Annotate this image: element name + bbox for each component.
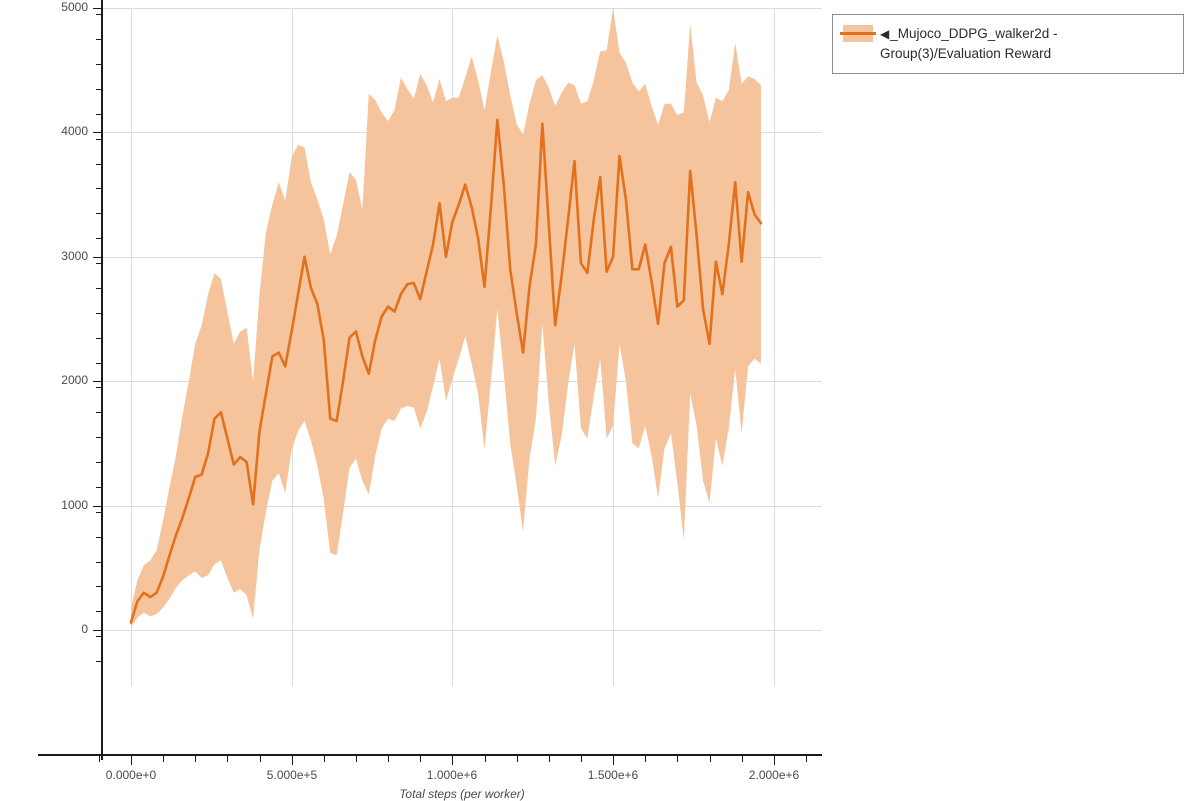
y-tick-minor (96, 387, 102, 388)
legend-color-swatch (840, 25, 876, 42)
x-tick-minor (260, 756, 261, 762)
x-axis-title: Total steps (per worker) (399, 787, 525, 801)
uncertainty-band (130, 8, 761, 628)
y-tick-minor (96, 363, 102, 364)
gridline-y-5000 (102, 8, 822, 9)
x-tick-minor (195, 756, 196, 762)
y-tick-minor (96, 313, 102, 314)
gridline-y-2000 (102, 381, 822, 382)
y-tick-minor (96, 238, 102, 239)
x-tick-minor (806, 756, 807, 762)
x-tick-label: 1.000e+6 (426, 768, 478, 782)
x-tick-minor (645, 756, 646, 762)
y-tick-major-0 (93, 630, 102, 631)
series-plot (129, 8, 763, 628)
x-tick-major-1500000 (613, 756, 614, 765)
y-tick-minor (96, 39, 102, 40)
x-tick-minor (581, 756, 582, 762)
x-tick-major-0 (131, 756, 132, 765)
gridline-x-2000000 (774, 8, 775, 686)
x-tick-minor (549, 756, 550, 762)
x-tick-minor (420, 756, 421, 762)
chart-legend[interactable]: ◀_Mujoco_DDPG_walker2d - Group(3)/Evalua… (832, 14, 1184, 74)
x-tick-minor (677, 756, 678, 762)
gridline-x-0 (131, 8, 132, 686)
mean-line-group (129, 118, 763, 624)
x-tick-minor (388, 756, 389, 762)
y-tick-minor (96, 462, 102, 463)
y-tick-minor (96, 512, 102, 513)
x-tick-minor (742, 756, 743, 762)
x-tick-major-1000000 (452, 756, 453, 765)
y-tick-minor (96, 114, 102, 115)
y-tick-minor (96, 164, 102, 165)
y-tick-label: 2000 (61, 373, 88, 387)
y-tick-minor (96, 338, 102, 339)
y-tick-minor (96, 412, 102, 413)
uncertainty-band-group (130, 8, 761, 628)
y-axis-line (101, 0, 103, 760)
x-tick-label: 1.500e+6 (587, 768, 639, 782)
y-tick-major-5000 (93, 8, 102, 9)
legend-series-name: _Mujoco_DDPG_walker2d - Group(3)/Evaluat… (880, 26, 1058, 61)
y-tick-label: 4000 (61, 124, 88, 138)
legend-line-swatch (840, 32, 876, 35)
left-triangle-icon: ◀ (880, 27, 890, 41)
y-tick-minor (96, 487, 102, 488)
y-tick-minor (96, 586, 102, 587)
y-tick-label: 0 (81, 622, 88, 636)
x-tick-label: 0.000e+0 (105, 768, 157, 782)
y-tick-minor (96, 213, 102, 214)
legend-entry-label: ◀_Mujoco_DDPG_walker2d - Group(3)/Evalua… (880, 24, 1173, 63)
plot-area (102, 8, 822, 686)
y-tick-minor (96, 661, 102, 662)
y-tick-minor (96, 188, 102, 189)
gridline-y-1000 (102, 506, 822, 507)
y-tick-minor (96, 89, 102, 90)
x-tick-minor (485, 756, 486, 762)
x-tick-major-2000000 (774, 756, 775, 765)
y-tick-minor (96, 14, 102, 15)
y-tick-major-3000 (93, 257, 102, 258)
x-tick-minor (710, 756, 711, 762)
x-axis-line (38, 754, 822, 756)
x-tick-label: 5.000e+5 (266, 768, 318, 782)
x-tick-minor (227, 756, 228, 762)
y-tick-major-4000 (93, 132, 102, 133)
x-tick-minor (163, 756, 164, 762)
y-tick-minor (96, 139, 102, 140)
gridline-y-0 (102, 630, 822, 631)
mean-line (129, 118, 763, 624)
y-tick-major-1000 (93, 506, 102, 507)
y-tick-minor (96, 562, 102, 563)
y-tick-label: 3000 (61, 249, 88, 263)
y-tick-minor (96, 636, 102, 637)
y-tick-major-2000 (93, 381, 102, 382)
x-tick-label: 2.000e+6 (748, 768, 800, 782)
y-tick-minor (96, 537, 102, 538)
x-tick-minor (324, 756, 325, 762)
y-tick-minor (96, 611, 102, 612)
y-tick-minor (96, 288, 102, 289)
y-tick-label: 5000 (61, 0, 88, 14)
y-tick-minor (96, 437, 102, 438)
x-tick-minor (99, 756, 100, 762)
y-tick-minor (96, 263, 102, 264)
x-tick-major-500000 (292, 756, 293, 765)
y-tick-minor (96, 64, 102, 65)
x-tick-minor (356, 756, 357, 762)
x-tick-minor (517, 756, 518, 762)
y-tick-label: 1000 (61, 498, 88, 512)
